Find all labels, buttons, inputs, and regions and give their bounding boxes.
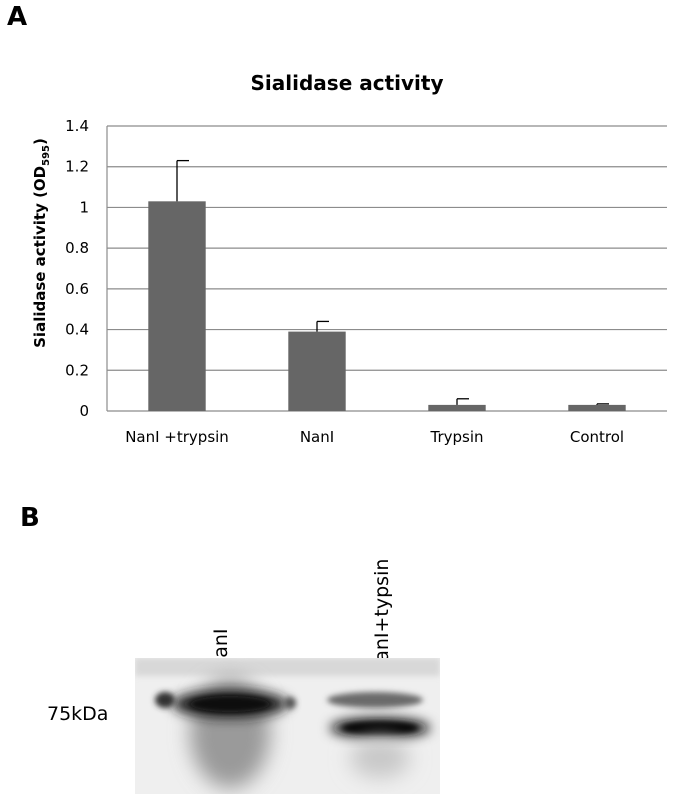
x-category-label: Control xyxy=(570,428,624,446)
y-tick-label: 0.2 xyxy=(65,361,89,379)
bar xyxy=(568,404,626,411)
error-bar xyxy=(456,398,469,405)
chart-title: Sialidase activity xyxy=(251,71,444,95)
panel-a-label: A xyxy=(7,2,28,32)
grid-lines xyxy=(106,125,667,412)
x-category-label: Trypsin xyxy=(429,428,483,446)
bars xyxy=(148,201,626,411)
y-tick-label: 0 xyxy=(79,402,89,420)
bar xyxy=(428,404,486,411)
x-category-labels: NanI +trypsin NanI Trypsin Control xyxy=(125,428,624,446)
y-tick-label: 1 xyxy=(79,198,89,216)
bar xyxy=(148,201,206,411)
x-category-label: NanI xyxy=(300,428,334,446)
y-tick-label: 0.4 xyxy=(65,321,89,339)
x-category-label: NanI +trypsin xyxy=(125,428,229,446)
y-tick-label: 1.4 xyxy=(65,117,89,135)
bar xyxy=(288,331,346,411)
western-blot-image xyxy=(135,658,440,794)
y-tick-label: 0.6 xyxy=(65,280,89,298)
panel-b-label: B xyxy=(20,503,40,533)
error-bar xyxy=(176,159,189,202)
error-bars xyxy=(176,159,609,405)
y-tick-label: 1.2 xyxy=(65,158,89,176)
molecular-weight-marker: 75kDa xyxy=(47,703,109,725)
y-tick-label: 0.8 xyxy=(65,239,89,257)
y-tick-labels: 0 0.2 0.4 0.6 0.8 1 1.2 1.4 xyxy=(65,117,89,420)
y-axis-label: Sialidase activity (OD595) xyxy=(31,138,52,348)
error-bar xyxy=(596,403,609,405)
error-bar xyxy=(316,320,329,332)
bar-chart: Sialidase activity 00.20.40.60.811.21.4 … xyxy=(31,71,667,446)
